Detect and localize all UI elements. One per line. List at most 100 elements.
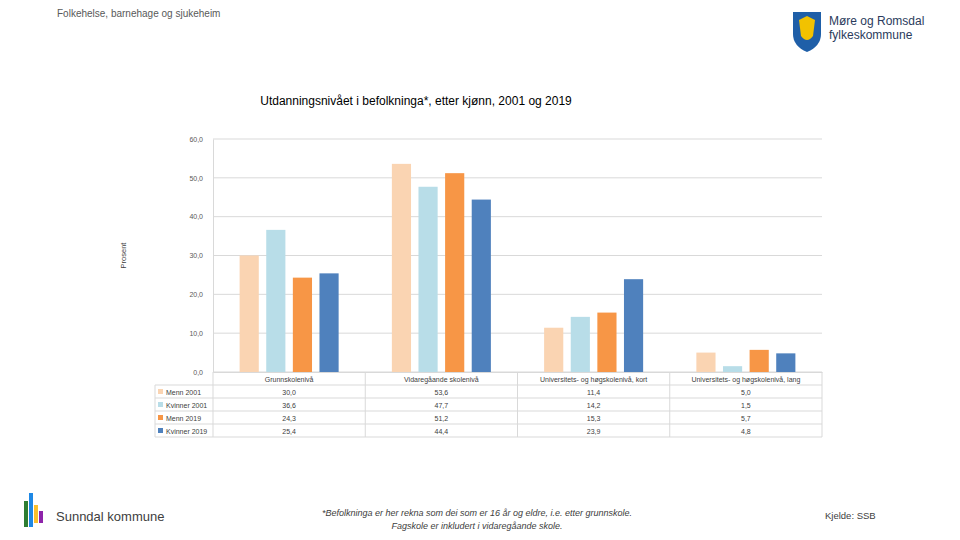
y-tick: 20,0 — [189, 291, 213, 298]
legend-label: Kvinner 2001 — [166, 402, 207, 409]
chart-title: Utdanningsnivået i befolkninga*, etter k… — [260, 94, 572, 108]
y-tick: 60,0 — [189, 136, 213, 143]
bars — [240, 164, 796, 372]
source: Kjelde: SSB — [825, 510, 876, 521]
y-tick: 0,0 — [193, 369, 213, 376]
y-axis-title: Prosent — [119, 242, 128, 269]
x-tick-label: Universitets- og høgskolenivå, kort — [540, 376, 647, 384]
x-tick-label: Universitets- og høgskolenivå, lang — [691, 376, 800, 384]
bar-series — [293, 173, 769, 372]
chart-root: Folkehelse, barnehage og sjukeheim Møre o… — [0, 0, 960, 540]
table-rule — [155, 437, 822, 438]
chart-svg: Folkehelse, barnehage og sjukeheim Møre o… — [0, 0, 960, 540]
table-value: 25,4 — [282, 428, 296, 435]
y-tick: 30,0 — [189, 252, 213, 259]
y-axis-line — [213, 140, 214, 373]
bar — [472, 200, 491, 372]
table-rule — [155, 385, 156, 437]
grid — [213, 139, 822, 372]
table-value: 47,7 — [435, 402, 449, 409]
logo-shield — [793, 12, 821, 52]
bar — [776, 353, 795, 372]
table-rule — [669, 372, 670, 437]
bar — [750, 350, 769, 372]
table-rule — [155, 398, 822, 399]
bar — [696, 353, 715, 372]
bar — [240, 256, 259, 373]
footnote: Fagskole er inkludert i vidaregåande sko… — [391, 521, 562, 531]
y-tick-label: 50,0 — [189, 175, 203, 182]
grid-line — [213, 139, 822, 140]
bar — [571, 317, 590, 372]
logo-text: fylkeskommune — [829, 28, 913, 42]
x-tick: Universitets- og høgskolenivå, lang — [691, 372, 800, 384]
logo-bar — [39, 511, 43, 523]
footnote: *Befolkninga er her rekna som dei som er… — [322, 508, 632, 518]
table-rule — [155, 424, 822, 425]
legend-key — [158, 415, 163, 420]
bar — [597, 313, 616, 372]
table-value: 11,4 — [587, 389, 600, 396]
grid-line — [213, 216, 822, 217]
bar — [319, 273, 338, 372]
bar — [624, 279, 643, 372]
y-tick-label: 60,0 — [189, 136, 203, 143]
table-value: 24,3 — [282, 415, 296, 422]
y-tick: 10,0 — [189, 330, 213, 337]
municipality: Sunndal kommune — [56, 509, 164, 524]
y-tick-label: 10,0 — [189, 330, 203, 337]
legend-label: Menn 2019 — [166, 415, 201, 422]
table-value: 15,3 — [587, 415, 601, 422]
page-header: Folkehelse, barnehage og sjukeheim — [57, 8, 220, 19]
table-value: 14,2 — [587, 402, 601, 409]
table-rule — [155, 385, 822, 386]
table-value: 53,6 — [435, 389, 449, 396]
table-value: 23,9 — [587, 428, 601, 435]
logo-emblem — [799, 16, 815, 40]
y-axis: 0,0 10,0 20,0 30,0 40,0 50,0 60,0 — [189, 136, 213, 376]
municipality-logo — [24, 493, 43, 527]
table-value: 44,4 — [435, 428, 449, 435]
y-tick-label: 40,0 — [189, 213, 203, 220]
bar — [392, 164, 411, 372]
bar — [418, 187, 437, 372]
table-rule — [365, 372, 366, 437]
legend-key — [158, 389, 163, 394]
bar — [544, 328, 563, 372]
table-value: 4,8 — [741, 428, 751, 435]
x-tick-label: Grunnskolenivå — [265, 376, 314, 383]
bar-series — [319, 200, 795, 372]
bar — [266, 230, 285, 372]
table-rule — [155, 411, 822, 412]
table-value: 5,0 — [741, 389, 751, 396]
logo-bar — [24, 501, 28, 527]
y-tick-label: 0,0 — [193, 369, 203, 376]
logo-bar — [34, 505, 38, 523]
table-rule — [213, 372, 214, 437]
bar-series — [266, 187, 742, 372]
logo — [793, 12, 821, 52]
legend-label: Kvinner 2019 — [166, 428, 207, 435]
table-rule — [517, 372, 518, 437]
grid-line — [213, 255, 822, 256]
y-tick-label: 20,0 — [189, 291, 203, 298]
data-table: Menn 2001 30,0 53,6 11,4 5,0 Kvinner 2001 36,6… — [155, 372, 822, 437]
legend-label: Menn 2001 — [166, 389, 201, 396]
bar — [445, 173, 464, 372]
table-value: 51,2 — [435, 415, 449, 422]
table-value: 30,0 — [282, 389, 296, 396]
y-tick: 50,0 — [189, 175, 213, 182]
y-tick: 40,0 — [189, 213, 213, 220]
x-tick: Grunnskolenivå — [265, 372, 314, 383]
logo-text: Møre og Romsdal — [829, 14, 924, 28]
grid-line — [213, 177, 822, 178]
table-value: 36,6 — [282, 402, 296, 409]
table-value: 5,7 — [741, 415, 751, 422]
legend-key — [158, 402, 163, 407]
legend-key — [158, 428, 163, 433]
bar-series — [240, 164, 716, 372]
logo-bar — [29, 493, 33, 527]
table-value: 1,5 — [741, 402, 751, 409]
x-tick: Vidaregåande skolenivå — [404, 372, 479, 384]
bar — [723, 366, 742, 372]
